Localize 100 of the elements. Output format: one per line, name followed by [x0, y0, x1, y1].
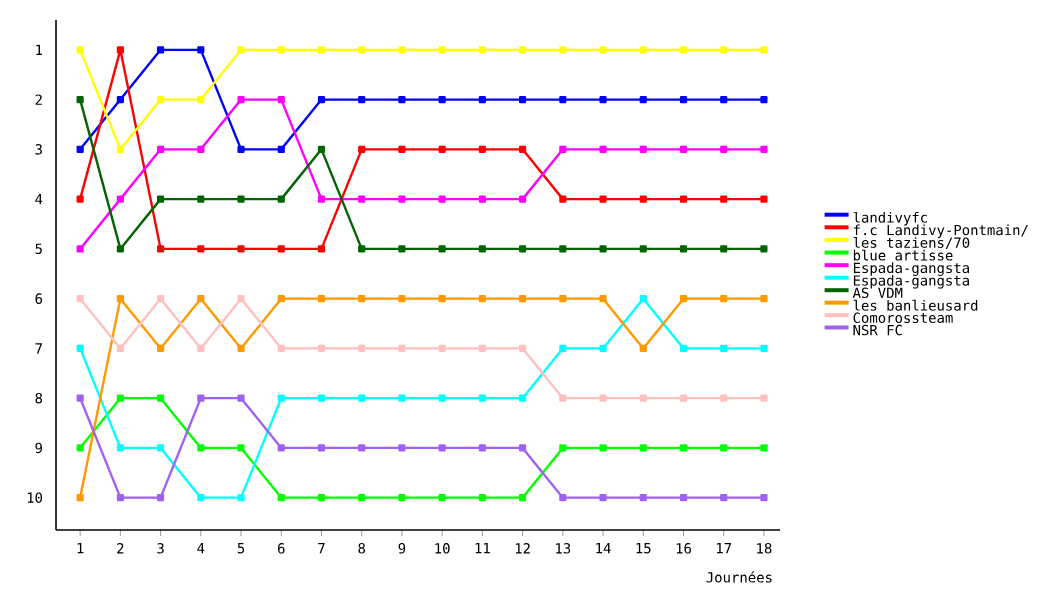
point	[438, 145, 446, 153]
point	[116, 46, 124, 54]
point	[519, 145, 527, 153]
point	[478, 295, 486, 303]
point	[116, 145, 124, 153]
point	[438, 295, 446, 303]
point	[197, 145, 205, 153]
point	[559, 46, 567, 54]
point	[197, 494, 205, 502]
point	[398, 245, 406, 253]
point	[679, 145, 688, 153]
point	[760, 195, 768, 203]
point	[76, 444, 84, 452]
point	[438, 394, 446, 402]
point	[478, 145, 486, 153]
point	[157, 344, 165, 352]
point	[237, 444, 245, 452]
point	[519, 344, 527, 352]
point	[237, 295, 245, 303]
point	[116, 444, 124, 452]
point	[358, 394, 366, 402]
point	[599, 145, 607, 153]
point	[157, 96, 165, 104]
point	[76, 145, 84, 153]
point	[519, 494, 527, 502]
point	[76, 344, 84, 352]
point	[559, 394, 567, 402]
point	[679, 46, 688, 54]
point	[679, 195, 688, 203]
point	[599, 344, 607, 352]
point	[559, 295, 567, 303]
point	[639, 96, 647, 104]
point	[478, 46, 486, 54]
point	[197, 46, 205, 54]
point	[157, 494, 165, 502]
point	[317, 245, 326, 253]
point	[358, 444, 366, 452]
point	[519, 245, 527, 253]
point	[438, 195, 446, 203]
point	[317, 145, 326, 153]
point	[317, 444, 326, 452]
point	[639, 145, 647, 153]
point	[720, 494, 728, 502]
point	[157, 145, 165, 153]
point	[317, 46, 326, 54]
point	[116, 245, 124, 253]
point	[760, 444, 768, 452]
point	[720, 46, 728, 54]
point	[639, 245, 647, 253]
point	[116, 344, 124, 352]
point	[438, 444, 446, 452]
point	[277, 344, 285, 352]
point	[720, 96, 728, 104]
point	[720, 295, 728, 303]
point	[639, 46, 647, 54]
point	[599, 46, 607, 54]
point	[76, 46, 84, 54]
point	[197, 444, 205, 452]
point	[237, 245, 245, 253]
point	[277, 46, 285, 54]
point	[679, 444, 688, 452]
point	[478, 96, 486, 104]
point	[317, 195, 326, 203]
point	[76, 195, 84, 203]
point	[317, 96, 326, 104]
point	[116, 295, 124, 303]
point	[317, 394, 326, 402]
point	[317, 344, 326, 352]
point	[398, 344, 406, 352]
point	[519, 46, 527, 54]
point	[358, 295, 366, 303]
point	[599, 444, 607, 452]
point	[157, 195, 165, 203]
point	[237, 494, 245, 502]
point	[679, 394, 688, 402]
point	[237, 394, 245, 402]
point	[599, 195, 607, 203]
point	[559, 494, 567, 502]
point	[197, 344, 205, 352]
point	[358, 344, 366, 352]
point	[679, 295, 688, 303]
point	[639, 394, 647, 402]
point	[277, 295, 285, 303]
point	[760, 344, 768, 352]
point	[720, 394, 728, 402]
point	[157, 46, 165, 54]
point	[197, 96, 205, 104]
point	[559, 195, 567, 203]
point	[398, 195, 406, 203]
point	[116, 394, 124, 402]
point	[317, 295, 326, 303]
point	[438, 96, 446, 104]
point	[317, 494, 326, 502]
point	[358, 195, 366, 203]
point	[478, 494, 486, 502]
point	[398, 494, 406, 502]
point	[157, 245, 165, 253]
point	[76, 96, 84, 104]
point	[398, 96, 406, 104]
point	[197, 295, 205, 303]
